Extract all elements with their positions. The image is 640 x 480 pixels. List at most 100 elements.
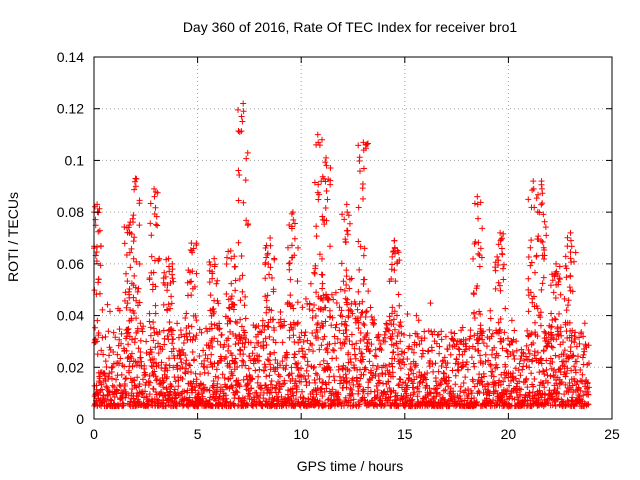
data-point — [116, 336, 123, 343]
y-tick-label: 0.12 — [57, 101, 84, 117]
data-point — [335, 363, 342, 370]
data-point — [256, 366, 263, 373]
data-point — [350, 381, 357, 388]
data-point — [325, 363, 332, 370]
data-point — [289, 385, 296, 392]
data-point — [366, 358, 373, 365]
data-point — [212, 373, 219, 380]
data-point — [311, 398, 318, 405]
data-point — [298, 329, 305, 336]
data-point — [178, 359, 185, 366]
axis-ticks: 0 5 10 15 20 25 0 0.02 0.04 0.06 0.08 0.1 0.12 0.14 — [57, 49, 620, 442]
data-point — [414, 393, 421, 400]
data-point — [536, 387, 543, 394]
data-point — [110, 349, 117, 356]
data-point — [323, 162, 330, 169]
data-point — [489, 330, 496, 337]
data-point — [290, 332, 297, 339]
data-point — [515, 396, 522, 403]
data-point — [410, 384, 417, 391]
data-point — [531, 204, 538, 211]
data-point — [500, 336, 507, 343]
data-point — [283, 362, 290, 369]
data-point — [391, 308, 398, 315]
data-point — [316, 375, 323, 382]
data-point — [531, 269, 538, 276]
data-point — [563, 274, 570, 281]
data-point — [232, 355, 239, 362]
data-point — [320, 357, 327, 364]
data-point — [436, 391, 443, 398]
data-point — [267, 350, 274, 357]
data-point — [302, 351, 309, 358]
data-point — [427, 389, 434, 396]
data-point — [331, 347, 338, 354]
data-point — [238, 252, 245, 259]
data-point — [262, 363, 269, 370]
data-point — [342, 394, 349, 401]
data-point — [330, 373, 337, 380]
data-point — [200, 381, 207, 388]
data-point — [168, 293, 175, 300]
data-point — [104, 301, 111, 308]
data-point — [349, 390, 356, 397]
data-point — [239, 340, 246, 347]
data-point — [570, 352, 577, 359]
data-point — [336, 399, 343, 406]
data-point — [511, 327, 518, 334]
data-point — [146, 310, 153, 317]
data-point — [206, 258, 213, 265]
data-point — [333, 299, 340, 306]
data-point — [497, 326, 504, 333]
data-point — [537, 356, 544, 363]
data-point — [299, 348, 306, 355]
data-point — [156, 343, 163, 350]
data-point — [556, 275, 563, 282]
data-point — [314, 385, 321, 392]
data-point — [357, 375, 364, 382]
data-point — [126, 369, 133, 376]
data-point — [313, 387, 320, 394]
data-point — [127, 219, 134, 226]
data-point — [348, 331, 355, 338]
data-point — [231, 253, 238, 260]
data-point — [367, 304, 374, 311]
data-point — [249, 375, 256, 382]
data-point — [585, 342, 592, 349]
data-point — [343, 299, 350, 306]
data-point — [530, 185, 537, 192]
data-point — [567, 249, 574, 256]
data-point — [286, 334, 293, 341]
data-point — [567, 255, 574, 262]
data-point — [187, 336, 194, 343]
data-point — [557, 380, 564, 387]
data-point — [125, 341, 132, 348]
data-point — [207, 359, 214, 366]
data-point — [279, 339, 286, 346]
data-point — [372, 346, 379, 353]
data-point — [477, 352, 484, 359]
data-point — [106, 352, 113, 359]
data-point — [92, 216, 99, 223]
data-point — [234, 363, 241, 370]
data-point — [528, 341, 535, 348]
data-point — [166, 388, 173, 395]
data-point — [585, 391, 592, 398]
data-point — [562, 262, 569, 269]
data-point — [528, 330, 535, 337]
data-point — [118, 330, 125, 337]
x-axis-label: GPS time / hours — [297, 458, 404, 474]
data-point — [340, 278, 347, 285]
data-point — [392, 278, 399, 285]
data-point — [235, 167, 242, 174]
data-point — [206, 279, 213, 286]
data-point — [343, 333, 350, 340]
data-point — [240, 351, 247, 358]
data-point — [287, 292, 294, 299]
data-point — [478, 254, 485, 261]
data-point — [536, 209, 543, 216]
data-point — [584, 380, 591, 387]
data-point — [540, 347, 547, 354]
data-point — [251, 344, 258, 351]
data-point — [534, 349, 541, 356]
